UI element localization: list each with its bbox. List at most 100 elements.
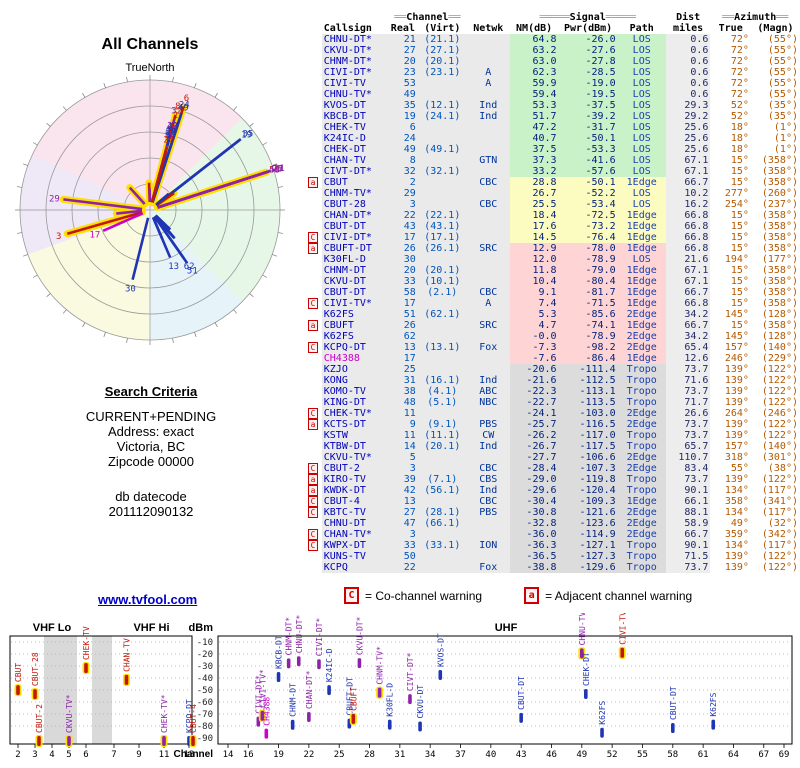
virtual-channel-cell: (11.1) [417,430,467,441]
azimuth-true-cell: 139° [724,386,749,397]
y-axis-tick-label: -40 [197,674,213,684]
radar-spoke-label: 13 [168,262,179,272]
chart-marker [307,712,311,722]
callsign-cell: K62FS [321,331,388,342]
radar-spoke-label: 62 [184,262,195,272]
virtual-channel-cell: (4.1) [417,386,467,397]
real-channel-cell: 50 [387,551,418,562]
virtual-channel-cell: (32.1) [417,166,467,177]
callsign-cell: KWPX-DT [321,540,388,551]
radar-spoke-label: 8 [175,102,180,112]
radar-tick [277,232,284,234]
azimuth-true-cell: 15° [730,265,749,276]
azimuth-true-cell: 72° [730,67,749,78]
radar-spoke-label: 35 [242,130,253,140]
radar-spoke-label: 20 [165,128,176,138]
radar-spoke [151,216,164,240]
warning-cell [306,199,322,210]
table-row: KSTW 11 (11.1) CW -26.2 -117.0 Tropo 73.7 139° (1… [306,430,800,441]
network-cell [466,309,510,320]
real-channel-cell: 38 [387,386,418,397]
azimuth-true-cell: 246° [724,353,749,364]
azimuth-magnetic-cell: (122°) [761,386,798,397]
azimuth-true-cell: 15° [730,221,749,232]
x-axis-tick-label: 55 [637,750,648,760]
tvfool-link[interactable]: www.tvfool.com [98,592,198,607]
network-cell [466,254,510,265]
table-row: a CBUFT 26 SRC 4.7 -74.1 1Edge 66.7 15° (358°) [306,320,800,331]
distance-cell: 73.7 [665,430,711,441]
table-row: a CBUFT-DT 26 (26.1) SRC 12.9 -78.0 1Edge 66.8 15… [306,243,800,254]
network-cell: CBC [466,199,510,210]
power-cell: -116.5 [558,419,618,430]
distance-cell: 66.8 [665,232,711,243]
noise-margin-cell: -20.6 [509,364,559,375]
callsign-cell: CHNU-TV* [321,89,388,100]
azimuth-magnetic-cell: (358°) [761,320,798,331]
real-channel-cell: 30 [387,254,418,265]
co-channel-warning-badge: C [308,298,318,309]
table-row: KCPQ 22 Fox -38.8 -129.6 Tropo 73.7 139° (122°) [306,562,800,573]
azimuth-true-cell: 139° [724,397,749,408]
azimuth-magnetic-cell: (358°) [761,265,798,276]
col-header-nm: NM(dB) [516,23,553,34]
radar-spoke-label: 26 [164,135,175,145]
x-axis-tick-label: 49 [576,750,587,760]
radar-spoke-label: 49 [269,166,280,176]
table-row: C CIVI-DT* 17 (17.1) 14.5 -76.4 1Edge 66.8 15° (3… [306,232,800,243]
path-cell: 2Edge [617,309,666,320]
radar-spoke-label: 29 [49,194,60,204]
distance-cell: 66.7 [665,529,711,540]
x-axis-tick-label: 7 [111,750,116,760]
callsign-cell: CIVI-DT* [321,67,388,78]
chart-marker [264,728,269,739]
azimuth-true-cell: 18° [730,133,749,144]
chart-marker-label: CKVU-DT [416,685,425,719]
table-row: K24IC-D 24 40.7 -50.1 LOS 25.6 18° (1°) [306,133,800,144]
power-cell: -79.0 [558,265,618,276]
radar-tick [262,274,268,278]
noise-margin-cell: 37.3 [509,155,559,166]
real-channel-cell: 23 [387,67,418,78]
radar-spoke [66,210,143,235]
callsign-cell: CHNM-DT* [321,56,388,67]
chart-marker [351,713,356,724]
warning-cell [306,452,322,463]
radar-spoke-label: 30 [125,284,136,294]
chart-marker [33,689,37,700]
real-channel-cell: 49 [387,144,418,155]
noise-margin-cell: -32.8 [509,518,559,529]
x-axis-tick-label: 22 [303,750,314,760]
power-cell: -37.5 [558,100,618,111]
azimuth-magnetic-cell: (358°) [761,221,798,232]
path-cell: 1Edge [617,320,666,331]
warning-cell [306,309,322,320]
power-cell: -78.9 [558,331,618,342]
table-row: CBUT-DT 43 (43.1) 17.6 -73.2 1Edge 66.8 15° (358… [306,221,800,232]
table-row: KOMO-TV 38 (4.1) ABC -22.3 -113.1 Tropo 73.7 139… [306,386,800,397]
virtual-channel-cell: (27.1) [417,45,467,56]
callsign-cell: CHNU-DT* [321,34,388,45]
radar-tick [126,76,128,83]
network-cell [466,56,510,67]
real-channel-cell: 24 [387,133,418,144]
noise-margin-cell: -25.7 [509,419,559,430]
co-channel-legend: C = Co-channel warning [344,587,482,604]
noise-margin-cell: 47.2 [509,122,559,133]
chart-marker-label: CHNM-DT [289,683,298,717]
adjacent-channel-warning-badge: a [308,243,318,254]
noise-margin-cell: -22.3 [509,386,559,397]
network-cell: ABC [466,386,510,397]
azimuth-magnetic-cell: (122°) [761,364,798,375]
chart-marker [327,685,331,696]
radar-tick [32,142,38,146]
virtual-channel-cell: (23.1) [417,67,467,78]
virtual-channel-cell: (13.1) [417,342,467,353]
warning-cell: a [306,474,322,485]
azimuth-true-cell: 15° [730,243,749,254]
callsign-cell: KCTS-DT [321,419,388,430]
noise-margin-cell: -30.4 [509,496,559,507]
callsign-cell: KTBW-DT [321,441,388,452]
signal-strength-chart: -10 -20 -30 -40 -50 -60 -70 -80 -90 VHF Lo VHF Hi U… [9,613,793,760]
azimuth-magnetic-cell: (358°) [761,243,798,254]
